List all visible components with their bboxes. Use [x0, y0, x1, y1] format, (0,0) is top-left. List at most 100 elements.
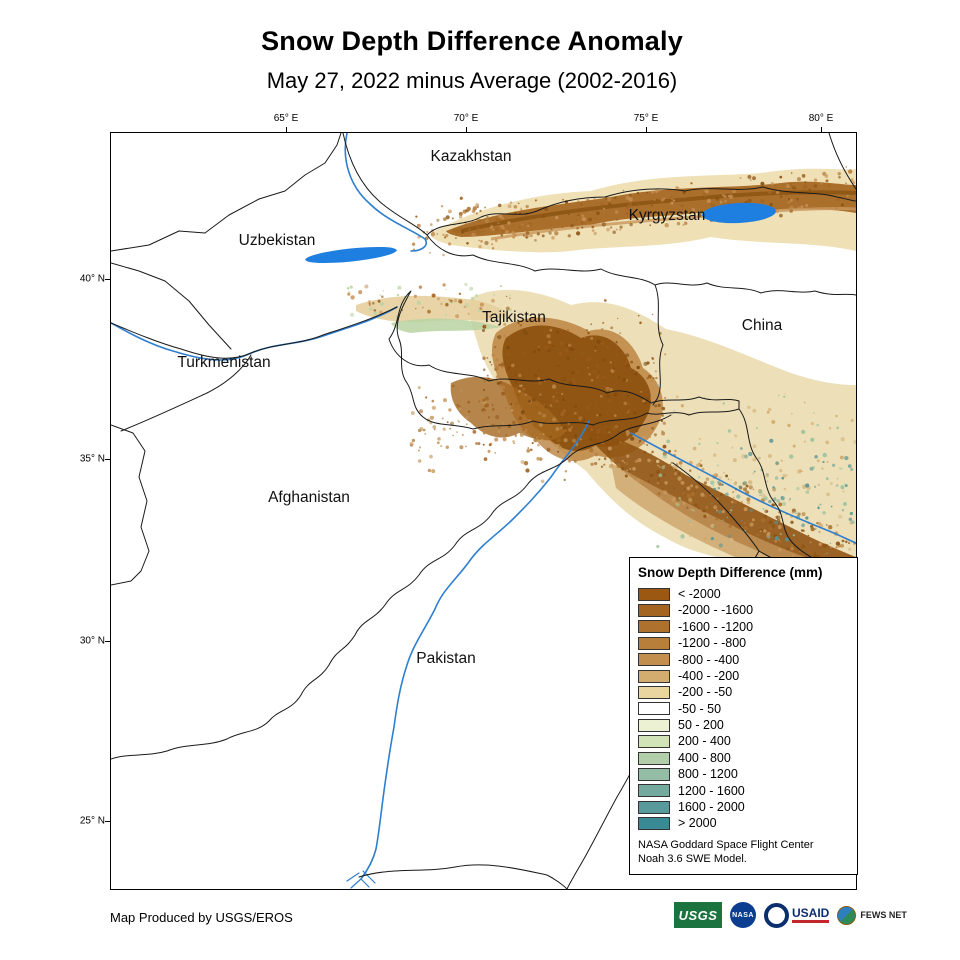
legend-title: Snow Depth Difference (mm): [638, 565, 823, 580]
legend-entry: -1200 - -800: [638, 635, 850, 651]
border-afghan-north: [111, 306, 398, 359]
legend-entry-label: 400 - 800: [678, 750, 731, 765]
border-iran-afghan: [111, 424, 150, 586]
legend-entries: < -2000 -2000 - -1600 -1600 - -1200 -1200 -…: [638, 586, 850, 832]
west-strip-wash: [356, 295, 509, 323]
lat-tick-mark: [105, 821, 111, 822]
legend-entry-label: -800 - -400: [678, 652, 740, 667]
upper-indus-river: [630, 432, 856, 544]
legend-entry-label: -1600 - -1200: [678, 619, 754, 634]
legend-swatch: [638, 636, 670, 650]
legend-entry: -50 - 50: [638, 701, 850, 717]
legend-swatch: [638, 784, 670, 798]
border-kazakh-china: [828, 133, 856, 190]
legend-entry: < -2000: [638, 586, 850, 602]
legend-entry-label: -200 - -50: [678, 685, 733, 700]
lat-tick-label: 40° N: [79, 273, 105, 285]
lat-tick-label: 30° N: [79, 635, 105, 647]
terrain-layer: [356, 168, 856, 595]
legend-swatch: [638, 587, 670, 601]
legend-entry-label: 200 - 400: [678, 734, 731, 749]
globe-icon: [837, 905, 857, 925]
usaid-logo-label: USAID: [792, 907, 830, 923]
lat-tick-mark: [105, 459, 111, 460]
country-label-afghanistan: Afghanistan: [268, 489, 350, 506]
country-label-china: China: [741, 317, 783, 334]
lon-tick-label: 75° E: [633, 113, 659, 124]
tienshan-streak-dark: [460, 190, 856, 233]
legend-entry-label: 800 - 1200: [678, 767, 738, 782]
map-credit: Map Produced by USGS/EROS: [110, 910, 293, 925]
legend-source-line-2: Noah 3.6 SWE Model.: [638, 852, 747, 865]
terrain-speckles: [346, 166, 856, 582]
aydar-lake: [305, 246, 397, 264]
page-subtitle: May 27, 2022 minus Average (2002-2016): [266, 68, 678, 93]
border-kazakh-uzbek: [111, 133, 342, 252]
fergana-green-strip: [391, 318, 501, 333]
usgs-logo: USGS: [674, 902, 722, 928]
legend-entry: -2000 - -1600: [638, 602, 850, 618]
legend-entry-label: -1200 - -800: [678, 636, 747, 651]
legend-swatch: [638, 735, 670, 749]
legend-entry: 200 - 400: [638, 734, 850, 750]
legend-swatch: [638, 817, 670, 831]
lat-tick-label: 25° N: [79, 815, 105, 827]
lat-tick-label: 35° N: [79, 453, 105, 465]
border-china-west: [652, 284, 664, 406]
country-label-uzbekistan: Uzbekistan: [238, 232, 316, 249]
lon-tick-label: 70° E: [453, 113, 479, 124]
border-turkmen-afghan: [120, 354, 252, 432]
lat-tick-mark: [105, 279, 111, 280]
legend-entry: 800 - 1200: [638, 766, 850, 782]
legend-entry: 1600 - 2000: [638, 799, 850, 815]
country-label-turkmenistan: Turkmenistan: [177, 354, 271, 371]
border-tashkent: [342, 133, 428, 236]
legend-swatch: [638, 800, 670, 814]
country-label-tajikistan: Tajikistan: [482, 309, 546, 326]
country-label-kazakhstan: Kazakhstan: [430, 148, 512, 165]
legend-entry-label: 1200 - 1600: [678, 783, 745, 798]
legend-swatch: [638, 767, 670, 781]
usgs-logo-label: USGS: [678, 907, 718, 923]
border-kyrgyz-north: [426, 186, 856, 236]
legend-entry-label: < -2000: [678, 586, 721, 601]
legend-entry-label: -2000 - -1600: [678, 603, 754, 618]
border-wakhan-china: [738, 408, 822, 564]
border-tajikistan: [388, 290, 740, 430]
indus-delta: [346, 870, 376, 889]
legend-swatch: [638, 686, 670, 700]
legend-entry: > 2000: [638, 815, 850, 831]
country-label-pakistan: Pakistan: [416, 650, 476, 667]
legend-entry: 50 - 200: [638, 717, 850, 733]
map-frame: Snow Depth Difference (mm) < -2000 -2000 …: [80, 113, 858, 890]
fews-net-logo: FEWS NET: [837, 905, 907, 925]
lat-tick-mark: [105, 641, 111, 642]
border-durand-line: [111, 414, 672, 760]
syr-darya-river: [344, 133, 427, 252]
lon-tick-label: 80° E: [808, 113, 834, 124]
legend-swatch: [638, 604, 670, 618]
legend-entry: -1600 - -1200: [638, 619, 850, 635]
legend-swatch: [638, 653, 670, 667]
page-title: Snow Depth Difference Anomaly: [261, 26, 683, 56]
hindukush-blob: [450, 376, 566, 441]
fews-net-logo-label: FEWS NET: [860, 910, 907, 920]
lakes-layer: [305, 202, 776, 264]
legend-entry-label: -50 - 50: [678, 701, 722, 716]
legend-entry-label: 1600 - 2000: [678, 800, 745, 815]
legend-swatch: [638, 669, 670, 683]
usaid-seal-icon: [764, 902, 789, 928]
logo-bar: USGS NASA USAID FEWS NET: [674, 902, 907, 928]
legend-entry-label: > 2000: [678, 816, 717, 831]
issyk-kul-lake: [702, 202, 776, 224]
legend-entry: -200 - -50: [638, 684, 850, 700]
karakoram-band: [586, 428, 856, 585]
border-kashmir: [672, 462, 760, 552]
legend-entry-label: 50 - 200: [678, 718, 724, 733]
legend-entry-label: -400 - -200: [678, 668, 740, 683]
country-label-kyrgyzstan: Kyrgyzstan: [628, 207, 706, 224]
legend-entry: 1200 - 1600: [638, 783, 850, 799]
legend-source-line-1: NASA Goddard Space Flight Center: [638, 838, 814, 851]
legend-entry: -800 - -400: [638, 652, 850, 668]
